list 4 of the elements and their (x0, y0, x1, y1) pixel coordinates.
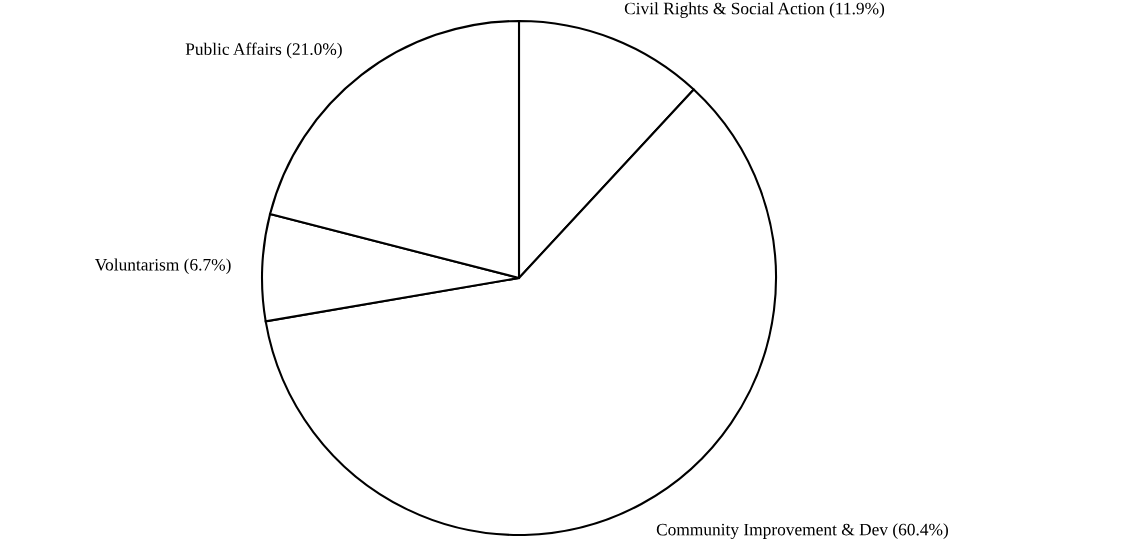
slice-label: Voluntarism (6.7%) (94, 258, 231, 275)
slice-label: Civil Rights & Social Action (11.9%) (624, 2, 885, 18)
slice-label: Community Improvement & Dev (60.4%) (656, 523, 948, 539)
slice-label: Public Affairs (21.0%) (185, 42, 342, 59)
